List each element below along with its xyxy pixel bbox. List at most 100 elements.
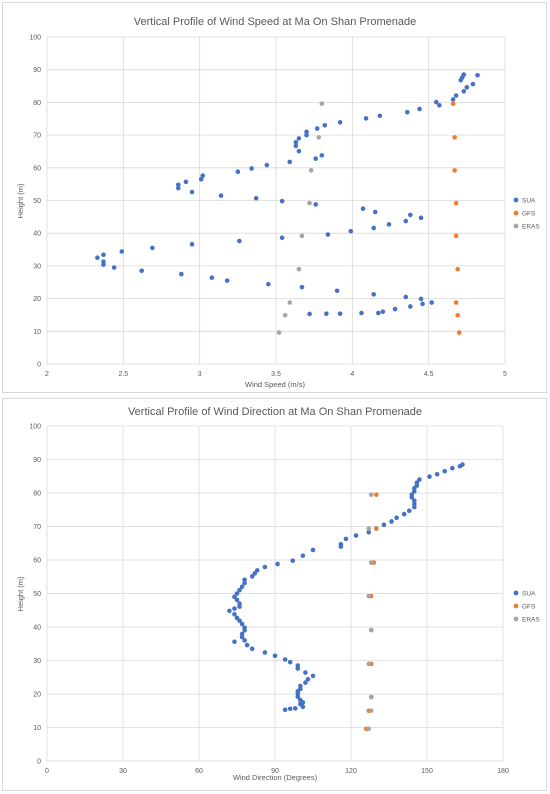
legend-marker-sua [513,590,519,596]
legend-marker-gfs [513,603,519,609]
point-sua [253,195,259,201]
y-tick-label: 70 [33,133,41,140]
point-sua [150,245,155,251]
point-sua [239,584,245,590]
y-tick-label: 100 [29,35,41,42]
y-tick-label: 60 [33,558,41,565]
y-tick-label: 90 [33,67,41,74]
point-eras [368,627,374,633]
point-eras [366,726,372,732]
point-sua [377,113,383,119]
point-sua [242,628,247,633]
point-sua [237,587,242,593]
x-tick-label: 180 [497,768,509,775]
point-sua [242,577,247,583]
point-sua [371,292,377,297]
y-tick-label: 40 [33,231,41,238]
point-sua [464,85,470,90]
point-eras [366,593,372,599]
point-sua [239,621,245,627]
point-sua [249,574,255,579]
point-sua [262,564,268,570]
point-sua [249,166,254,171]
y-tick-label: 80 [33,491,41,498]
point-sua [417,477,422,482]
point-sua [232,611,237,617]
point-sua [394,515,399,521]
point-sua [101,262,106,267]
point-sua [360,206,366,211]
wind-direction-chart-svg: 0 30 60 90 120 150 180 0 10 20 30 40 50 60 70 80 90 100 V… [16,406,540,782]
point-sua [406,508,412,514]
wind-direction-ticks: 0 30 60 90 120 150 180 0 10 20 30 40 50 60 70 80 90 100 [29,424,509,776]
point-sua [290,558,296,563]
point-sua [282,707,288,713]
point-sua [337,311,343,316]
point-eras [319,101,325,107]
y-tick-label: 0 [37,362,41,369]
point-sua [450,97,456,102]
point-sua [293,143,299,149]
point-gfs [455,312,460,318]
x-tick-label: 3.5 [271,371,281,378]
legend-marker-eras [513,223,519,229]
point-sua [359,310,364,316]
point-sua [412,498,417,504]
y-tick-label: 0 [37,759,41,766]
point-sua [412,489,417,494]
point-sua [343,536,349,542]
point-eras [308,168,314,173]
point-sua [380,309,386,314]
point-sua [242,580,247,586]
point-sua [450,465,455,471]
y-tick-label: 10 [33,725,41,732]
legend-marker-eras [513,616,519,622]
point-sua [434,99,439,105]
point-sua [420,301,425,307]
point-eras [368,560,374,565]
point-eras [366,526,372,531]
point-sua [287,659,293,665]
point-sua [457,463,463,469]
point-sua [434,471,440,477]
point-eras [296,266,302,272]
point-sua [299,284,305,290]
wind-speed-y-axis-title: Height (m) [16,183,25,219]
point-sua [307,311,312,317]
x-tick-label: 3 [198,371,202,378]
point-sua [305,676,311,682]
point-sua [175,185,181,191]
point-sua [461,88,467,94]
y-tick-label: 10 [33,329,41,336]
x-tick-label: 150 [421,768,433,775]
point-sua [237,618,242,623]
x-tick-label: 90 [271,768,279,775]
x-tick-label: 4.5 [424,371,434,378]
point-sua [244,642,250,648]
point-sua [300,704,306,710]
point-sua [324,311,329,316]
point-sua [437,103,442,108]
point-sua [381,522,387,528]
wind-speed-x-axis-title: Wind Speed (m/s) [245,380,306,389]
point-eras [307,200,312,206]
point-sua [412,504,417,510]
wind-direction-chart: 0 30 60 90 120 150 180 0 10 20 30 40 50 60 70 80 90 100 V… [2,398,547,791]
y-tick-label: 20 [33,692,41,699]
point-sua [234,597,240,603]
point-sua [319,153,325,158]
point-sua [266,281,271,287]
point-sua [218,193,224,198]
point-sua [313,202,318,207]
point-sua [95,255,100,261]
point-sua [475,72,480,78]
point-sua [408,304,413,309]
point-gfs [455,266,460,272]
x-tick-label: 4 [350,371,354,378]
wind-direction-legend: SUA GFS ERAS [513,590,540,624]
wind-speed-grid [46,36,506,365]
y-tick-label: 100 [29,424,41,431]
point-sua [189,189,195,195]
